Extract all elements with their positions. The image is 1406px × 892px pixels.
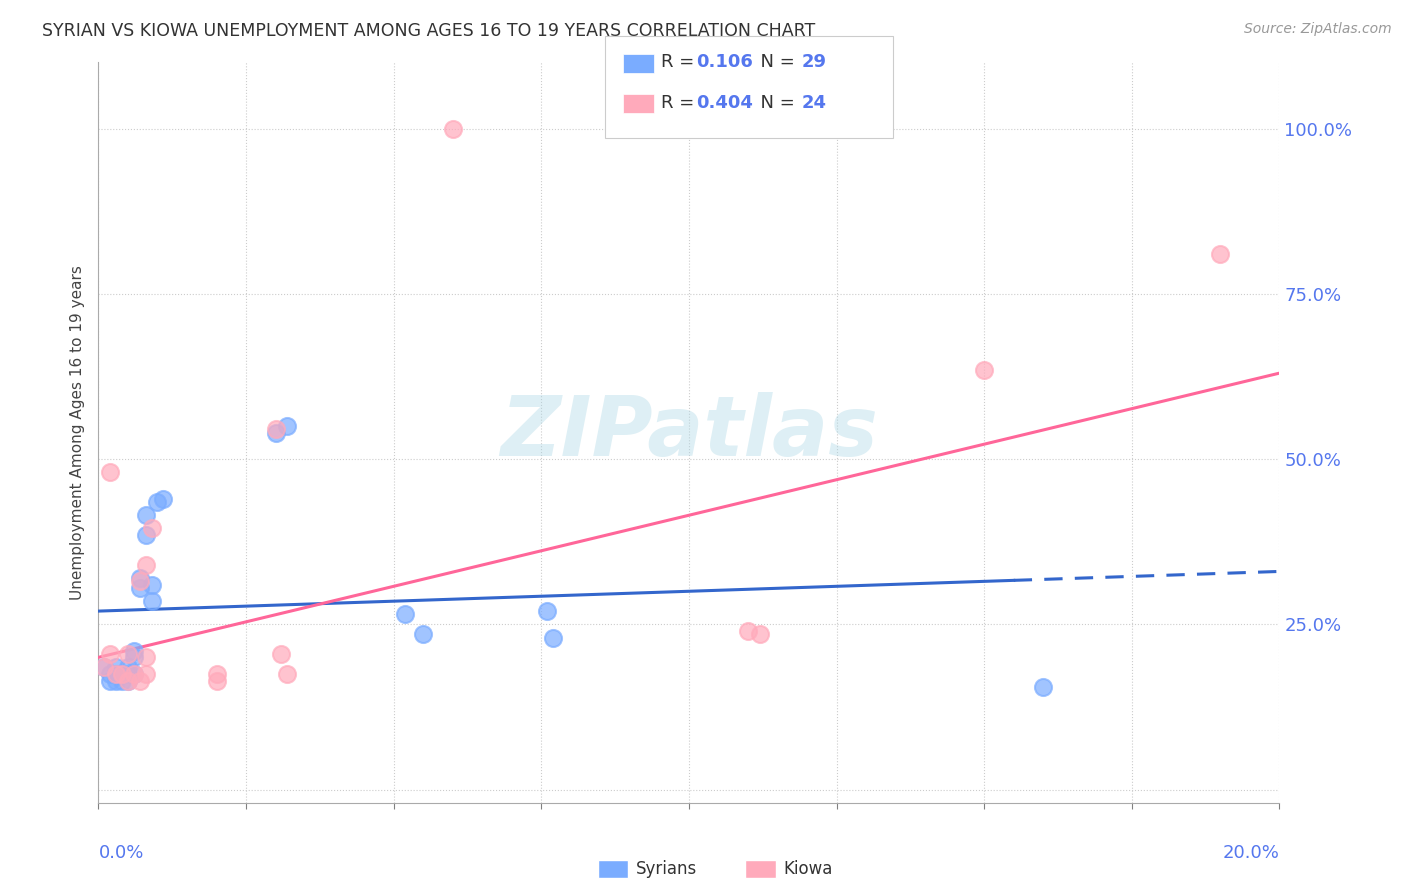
Point xyxy=(394,607,416,622)
Point xyxy=(141,594,163,608)
Point xyxy=(111,666,134,681)
Point xyxy=(276,666,298,681)
Point xyxy=(111,666,134,681)
Point xyxy=(152,491,174,506)
Point xyxy=(105,666,128,681)
Point xyxy=(135,528,157,542)
Point xyxy=(98,465,121,479)
Point xyxy=(1209,247,1232,261)
Point xyxy=(135,558,157,572)
Point xyxy=(105,673,128,688)
Text: Syrians: Syrians xyxy=(636,860,697,878)
Point xyxy=(105,666,128,681)
Point xyxy=(128,574,150,589)
Point xyxy=(128,571,150,585)
Point xyxy=(117,647,139,661)
Point xyxy=(111,673,134,688)
Point xyxy=(205,666,228,681)
Point xyxy=(128,581,150,595)
Point xyxy=(973,363,995,377)
Point xyxy=(264,422,287,436)
Point xyxy=(1032,680,1054,694)
Point xyxy=(748,627,770,641)
Point xyxy=(276,419,298,434)
Text: 20.0%: 20.0% xyxy=(1223,844,1279,862)
Text: N =: N = xyxy=(749,54,801,71)
Point xyxy=(141,521,163,535)
Point xyxy=(98,666,121,681)
Point xyxy=(737,624,759,638)
Point xyxy=(205,673,228,688)
Text: ZIPatlas: ZIPatlas xyxy=(501,392,877,473)
Point xyxy=(117,673,139,688)
Point xyxy=(536,604,558,618)
Point xyxy=(122,644,145,658)
Text: Source: ZipAtlas.com: Source: ZipAtlas.com xyxy=(1244,22,1392,37)
Point xyxy=(128,673,150,688)
Text: R =: R = xyxy=(661,94,700,112)
Text: N =: N = xyxy=(749,94,801,112)
Point xyxy=(541,631,564,645)
Text: R =: R = xyxy=(661,54,700,71)
Point xyxy=(441,121,464,136)
Text: SYRIAN VS KIOWA UNEMPLOYMENT AMONG AGES 16 TO 19 YEARS CORRELATION CHART: SYRIAN VS KIOWA UNEMPLOYMENT AMONG AGES … xyxy=(42,22,815,40)
Point xyxy=(117,660,139,674)
Point xyxy=(98,647,121,661)
Point xyxy=(93,660,115,674)
Point xyxy=(98,673,121,688)
Point xyxy=(270,647,292,661)
Point xyxy=(135,650,157,665)
Point xyxy=(135,508,157,523)
Y-axis label: Unemployment Among Ages 16 to 19 years: Unemployment Among Ages 16 to 19 years xyxy=(70,265,86,600)
Point xyxy=(122,666,145,681)
Point xyxy=(264,425,287,440)
Point xyxy=(412,627,434,641)
Point xyxy=(122,650,145,665)
Point xyxy=(105,660,128,674)
Text: Kiowa: Kiowa xyxy=(783,860,832,878)
Point xyxy=(117,666,139,681)
Point xyxy=(122,666,145,681)
Point xyxy=(135,666,157,681)
Text: 24: 24 xyxy=(801,94,827,112)
Point xyxy=(146,495,169,509)
Text: 0.106: 0.106 xyxy=(696,54,752,71)
Text: 0.0%: 0.0% xyxy=(98,844,143,862)
Point xyxy=(93,660,115,674)
Text: 29: 29 xyxy=(801,54,827,71)
Text: 0.404: 0.404 xyxy=(696,94,752,112)
Point xyxy=(117,673,139,688)
Point xyxy=(141,577,163,591)
